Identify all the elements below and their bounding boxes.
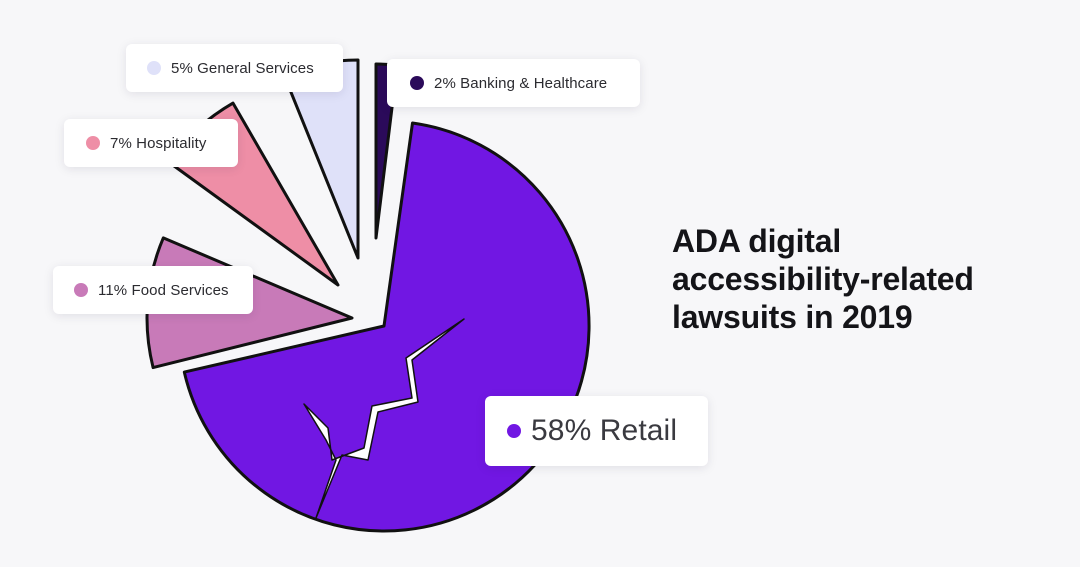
- legend-dot-hospitality: [86, 136, 100, 150]
- crack-decoration: [303, 318, 465, 519]
- legend-dot-retail: [507, 424, 521, 438]
- chart-title-line-2: accessibility-related: [672, 261, 974, 297]
- callout-label: 5% General Services: [171, 59, 314, 77]
- chart-title-line-3: lawsuits in 2019: [672, 299, 913, 335]
- callout-food-services: 11% Food Services: [53, 266, 253, 314]
- callout-banking-healthcare: 2% Banking & Healthcare: [387, 59, 640, 107]
- callout-label: 7% Hospitality: [110, 134, 207, 152]
- chart-title: ADA digital accessibility-related lawsui…: [672, 222, 1032, 336]
- callout-general-services: 5% General Services: [126, 44, 343, 92]
- callout-retail: 58% Retail: [485, 396, 708, 466]
- callout-label: 11% Food Services: [98, 281, 229, 299]
- callout-hospitality: 7% Hospitality: [64, 119, 238, 167]
- legend-dot-food-services: [74, 283, 88, 297]
- legend-dot-general-services: [147, 61, 161, 75]
- legend-dot-banking-healthcare: [410, 76, 424, 90]
- chart-title-line-1: ADA digital: [672, 223, 842, 259]
- callout-label: 2% Banking & Healthcare: [434, 74, 608, 92]
- callout-label: 58% Retail: [531, 414, 678, 447]
